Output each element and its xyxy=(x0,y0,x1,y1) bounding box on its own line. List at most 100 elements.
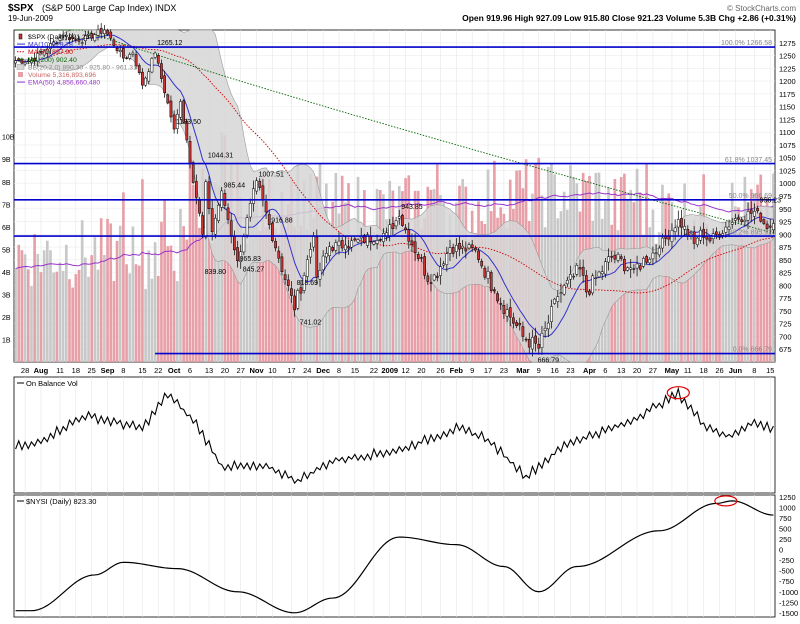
candle-body xyxy=(229,220,233,236)
candle-body xyxy=(512,317,515,324)
candle-body xyxy=(280,256,284,272)
x-tick-label: Aug xyxy=(34,366,49,375)
price-annotation: 956.23 xyxy=(760,198,782,205)
candle-body xyxy=(753,211,756,217)
volume-bar xyxy=(391,190,395,362)
volume-tick-label: 2B xyxy=(2,315,11,322)
volume-bar xyxy=(169,245,173,362)
candle-body xyxy=(58,37,62,41)
candle-body xyxy=(756,208,759,212)
candle-body xyxy=(118,50,122,53)
volume-bar xyxy=(99,218,103,362)
volume-bar xyxy=(702,174,705,362)
candle-body xyxy=(562,285,566,295)
nysi-tick-label: 1000 xyxy=(779,504,796,513)
volume-bar xyxy=(26,269,30,362)
candle-body xyxy=(420,257,423,259)
legend-entry: BB(20,2.0) 890.30 - 925.80 - 961.31 xyxy=(28,64,137,71)
volume-bar xyxy=(96,269,100,362)
candle-body xyxy=(550,306,553,322)
volume-bar xyxy=(33,234,36,362)
legend-marker xyxy=(18,33,23,40)
candle-body xyxy=(382,233,385,242)
candle-body xyxy=(267,214,271,225)
price-annotation: 865.83 xyxy=(240,256,262,263)
candle-body xyxy=(686,229,690,237)
x-tick-label: 20 xyxy=(221,366,229,375)
candle-body xyxy=(302,275,306,291)
candle-body xyxy=(350,240,354,248)
candle-body xyxy=(239,251,243,262)
candle-body xyxy=(258,180,262,188)
volume-bar xyxy=(772,173,775,362)
candle-body xyxy=(131,52,135,55)
price-annotation: 916.88 xyxy=(271,218,293,225)
candle-body xyxy=(537,343,541,349)
candle-body xyxy=(559,292,563,294)
volume-bar xyxy=(248,202,252,362)
candle-body xyxy=(642,258,645,267)
volume-bar xyxy=(413,190,417,362)
candle-body xyxy=(451,246,455,254)
x-tick-label: 16 xyxy=(550,366,558,375)
candle-body xyxy=(264,201,268,213)
volume-bar xyxy=(175,281,179,362)
volume-bar xyxy=(245,244,249,362)
volume-bar xyxy=(721,221,725,362)
volume-bar xyxy=(103,255,106,362)
candle-body xyxy=(734,218,737,221)
legend-entry: MA(200) 902.40 xyxy=(28,57,77,64)
volume-ema-line xyxy=(15,191,774,270)
candle-body xyxy=(483,267,487,278)
candle-body xyxy=(226,207,230,220)
volume-bar xyxy=(743,176,747,362)
candle-body xyxy=(128,54,132,59)
symbol-title: $SPX xyxy=(8,3,34,14)
candle-body xyxy=(318,269,322,280)
candle-body xyxy=(201,215,205,235)
volume-bar xyxy=(252,188,255,362)
chart-date: 19-Jun-2009 xyxy=(8,14,53,23)
candle-body xyxy=(439,266,442,276)
candle-body xyxy=(708,237,712,242)
candle-body xyxy=(68,37,71,41)
volume-bar xyxy=(724,240,728,362)
volume-bar xyxy=(77,269,81,362)
obv-line xyxy=(15,386,774,485)
volume-bar xyxy=(255,198,258,362)
candle-body xyxy=(36,52,40,62)
obv-panel-frame xyxy=(13,376,776,494)
candle-body xyxy=(343,244,347,250)
x-tick-label: May xyxy=(665,366,680,375)
candle-body xyxy=(213,217,217,235)
volume-bar xyxy=(445,238,449,362)
candle-body xyxy=(508,307,512,318)
x-tick-label: 9 xyxy=(537,366,541,375)
candle-body xyxy=(604,261,607,275)
candle-body xyxy=(413,241,417,253)
legend-marker xyxy=(16,64,25,70)
volume-bar xyxy=(55,271,59,362)
volume-bar xyxy=(242,239,246,362)
candle-body xyxy=(83,35,87,41)
volume-bar xyxy=(58,262,62,362)
volume-bar xyxy=(198,227,201,362)
candle-body xyxy=(52,41,55,46)
candle-body xyxy=(473,247,477,251)
candle-body xyxy=(39,50,43,53)
candle-body xyxy=(635,263,639,269)
volume-bar xyxy=(686,224,690,362)
candle-body xyxy=(749,209,753,214)
candle-body xyxy=(527,338,531,348)
price-tick-label: 825 xyxy=(779,269,792,278)
price-tick-label: 1250 xyxy=(779,52,796,61)
candle-body xyxy=(683,226,686,230)
volume-bar xyxy=(20,250,24,362)
volume-bar xyxy=(648,227,652,362)
volume-bar xyxy=(569,165,572,362)
fib-label: 0.0% 666.79 xyxy=(733,346,772,353)
volume-bar xyxy=(366,236,369,362)
candle-body xyxy=(676,219,680,228)
volume-bar xyxy=(191,185,195,362)
candle-body xyxy=(629,267,633,270)
